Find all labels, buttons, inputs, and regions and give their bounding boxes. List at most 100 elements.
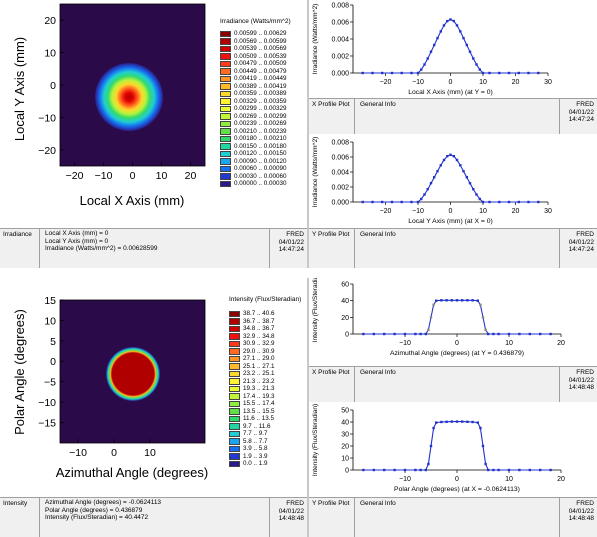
intensity-legend-entry: 9.7 .. 11.6	[229, 423, 271, 431]
data-point	[432, 303, 435, 306]
intensity-y-profile-chart[interactable]: 0 10 20 30 40 50 −10 0 10 20 Intensity (Flux/Stera…	[309, 404, 597, 497]
x-tick-label: −10	[399, 476, 411, 483]
intensity-legend-entry: 5.8 .. 7.7	[229, 438, 268, 446]
irradiance-legend-label: 0.00569 .. 0.00599	[234, 37, 287, 45]
stamp-date: 04/01/22	[568, 238, 594, 246]
y-tick-label: 0.008	[331, 140, 349, 147]
data-point	[419, 468, 422, 472]
irradiance-legend-swatch	[220, 83, 231, 90]
data-point	[439, 164, 442, 167]
intensity-legend-label: 34.8 .. 36.7	[243, 325, 275, 333]
y-tick-label: 50	[341, 408, 349, 415]
irradiance-legend-entry: 0.00359 .. 0.00389	[220, 90, 287, 98]
data-point	[372, 468, 375, 472]
intensity-legend: 38.7 .. 40.6 36.7 .. 38.7 34.8 .. 36.7 32.9…	[229, 310, 307, 470]
irradiance-x-axis-label: Local X Axis (mm)	[80, 193, 185, 208]
intensity-legend-label: 32.9 .. 34.8	[243, 332, 275, 340]
irradiance-legend-label: 0.00030 .. 0.00060	[234, 172, 287, 180]
x-tick-label: 20	[512, 208, 520, 215]
intensity-legend-swatch	[229, 445, 240, 452]
irradiance-legend-label: 0.00210 .. 0.00239	[234, 127, 287, 135]
map-y-tick-label: −15	[38, 417, 56, 429]
x-profile-stamp: FRED 04/01/22 14:47:24	[559, 99, 597, 134]
irradiance-map[interactable]: Local Y Axis (mm) Local X Axis (mm) −20−…	[0, 0, 307, 230]
y-tick-label: 0.000	[331, 71, 349, 78]
intensity-x-profile-chart[interactable]: 0 20 40 60 −10 0 10 20 Intensity (Flux/Steradia A…	[309, 278, 597, 366]
stamp-time: 14:48:48	[568, 515, 594, 522]
y-tick-label: 0.006	[331, 20, 349, 27]
irradiance-y-profile-chart[interactable]: 0.000 0.002 0.004 0.006 0.008 −20 −10 0 10 20 30 Ir…	[309, 136, 597, 228]
map-x-tick-label: −10	[69, 447, 87, 459]
irradiance-legend-swatch	[220, 150, 231, 157]
data-point	[381, 200, 384, 204]
irradiance-legend-entry: 0.00419 .. 0.00449	[220, 75, 287, 83]
irradiance-legend-label: 0.00060 .. 0.00090	[234, 165, 287, 173]
data-point	[549, 468, 552, 472]
data-point	[426, 188, 429, 191]
irradiance-legend-entry: 0.00539 .. 0.00569	[220, 45, 287, 53]
irradiance-legend-label: 0.00299 .. 0.00329	[234, 105, 287, 113]
intensity-x-axis-label: Azimuthal Angle (degrees)	[56, 465, 208, 480]
intensity-map[interactable]: Polar Angle (degrees) Azimuthal Angle (d…	[0, 278, 307, 498]
stamp-time: 14:47:24	[278, 246, 304, 253]
chart-x-axis-label: Azimuthal Angle (degrees) (at Y = 0.4368…	[390, 350, 524, 357]
irradiance-x-profile-chart[interactable]: 0.000 0.002 0.004 0.006 0.008 −20 −10 0 10 20 30 Ir…	[309, 0, 597, 98]
intensity-legend-entry: 1.9 .. 3.9	[229, 453, 268, 461]
data-point	[446, 155, 449, 158]
data-point	[427, 328, 430, 331]
data-point	[455, 420, 459, 423]
irradiance-legend-entry: 0.00269 .. 0.00299	[220, 113, 287, 121]
data-point	[466, 299, 469, 302]
intensity-legend-swatch	[229, 415, 240, 422]
irradiance-legend-entry: 0.00120 .. 0.00150	[220, 150, 287, 158]
irradiance-legend-swatch	[220, 30, 231, 37]
data-point	[449, 18, 452, 21]
intensity-legend-swatch	[229, 370, 240, 377]
x-tick-label: 10	[479, 208, 487, 215]
data-point	[420, 68, 423, 71]
intensity-legend-entry: 0.0 .. 1.9	[229, 460, 268, 468]
irradiance-legend-swatch	[220, 128, 231, 135]
y-tick-label: 40	[341, 298, 349, 305]
x-tick-label: 30	[544, 208, 552, 215]
x-tick-label: −10	[412, 79, 424, 86]
intensity-legend-swatch	[229, 348, 240, 355]
data-point	[410, 71, 413, 75]
intensity-legend-entry: 34.8 .. 36.7	[229, 325, 275, 333]
irradiance-legend-label: 0.00269 .. 0.00299	[234, 112, 287, 120]
data-point	[450, 299, 453, 302]
data-point	[459, 30, 462, 33]
stamp-app: FRED	[576, 369, 594, 376]
data-point	[362, 468, 365, 472]
irradiance-legend-swatch	[220, 180, 231, 187]
intensity-legend-label: 5.8 .. 7.7	[243, 437, 268, 445]
y-profile-stamp: FRED 04/01/22 14:48:48	[559, 498, 597, 537]
stamp-date: 04/01/22	[278, 238, 304, 246]
data-point	[372, 332, 375, 336]
data-point	[518, 332, 521, 336]
intensity-legend-label: 0.0 .. 1.9	[243, 460, 268, 468]
map-y-tick-label: −20	[38, 145, 56, 157]
x-profile-tag: X Profile Plot	[309, 367, 355, 402]
data-point	[420, 197, 423, 201]
map-y-tick-label: 0	[50, 80, 56, 92]
intensity-x-profile-strip: X Profile Plot General Info FRED 04/01/2…	[309, 366, 597, 402]
data-point	[492, 332, 495, 336]
intensity-legend-label: 27.1 .. 29.0	[243, 355, 275, 363]
irradiance-x-profile-strip: X Profile Plot General Info FRED 04/01/2…	[309, 98, 597, 134]
irradiance-legend-entry: 0.00389 .. 0.00419	[220, 83, 287, 91]
stamp-date: 04/01/22	[278, 507, 304, 515]
series-line	[363, 299, 551, 335]
intensity-legend-swatch	[229, 340, 240, 347]
irradiance-legend-label: 0.00239 .. 0.00269	[234, 120, 287, 128]
x-tick-label: 0	[449, 79, 453, 86]
data-point	[517, 71, 520, 75]
data-point	[479, 303, 482, 306]
irradiance-legend-entry: 0.00150 .. 0.00180	[220, 143, 287, 151]
map-y-tick-label: −10	[38, 397, 56, 409]
x-profile-tag: X Profile Plot	[309, 99, 355, 134]
data-point	[381, 71, 384, 75]
stamp-date: 04/01/22	[568, 376, 594, 384]
data-point	[446, 19, 449, 23]
irradiance-legend-entry: 0.00030 .. 0.00060	[220, 173, 287, 181]
